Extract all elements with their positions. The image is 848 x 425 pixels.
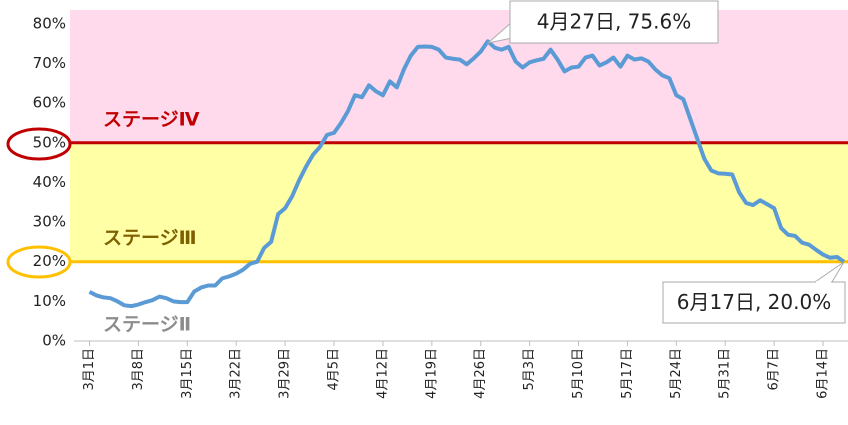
callout-text: 6月17日, 20.0% (677, 290, 831, 314)
stage-band (70, 142, 848, 262)
callout-text: 4月27日, 75.6% (537, 10, 691, 34)
x-tick-label: 3月22日 (229, 348, 244, 399)
y-tick-label: 0% (42, 332, 66, 350)
x-tick-label: 4月5日 (327, 348, 342, 391)
x-tick-label: 3月29日 (278, 348, 293, 399)
callout-cover (816, 281, 831, 283)
x-tick-label: 5月31日 (718, 348, 733, 399)
y-tick-label: 30% (33, 213, 66, 231)
callout-box (509, 0, 719, 44)
y-tick-label: 20% (33, 252, 66, 270)
x-tick-label: 5月17日 (620, 348, 635, 399)
callout-box (662, 281, 846, 324)
x-tick-label: 5月10日 (571, 348, 586, 399)
callout-pointer (813, 261, 845, 283)
x-tick-label: 4月12日 (375, 348, 390, 399)
x-tick-label: 5月24日 (669, 348, 684, 399)
x-tick-label: 3月1日 (82, 348, 97, 391)
stage-label: ステージⅣ (103, 108, 200, 130)
bands (70, 10, 848, 262)
data-line (88, 39, 846, 309)
y-tick-label: 10% (33, 292, 66, 310)
x-tick-label: 5月3日 (522, 348, 537, 391)
x-tick-label: 4月19日 (424, 348, 439, 399)
stage-label: ステージⅡ (103, 314, 191, 336)
x-tick-label: 3月15日 (180, 348, 195, 399)
y-tick-label: 80% (33, 14, 66, 32)
y-tick-label: 60% (33, 94, 66, 112)
x-tick-label: 3月8日 (131, 348, 146, 391)
stage-label: ステージⅢ (103, 227, 197, 249)
y-tick-label: 40% (33, 173, 66, 191)
x-tick-label: 4月26日 (473, 348, 488, 399)
x-tick-label: 6月7日 (767, 348, 782, 391)
y-tick-label: 50% (33, 133, 66, 151)
y-tick-label: 70% (33, 54, 66, 72)
x-tick-label: 6月14日 (816, 348, 831, 399)
